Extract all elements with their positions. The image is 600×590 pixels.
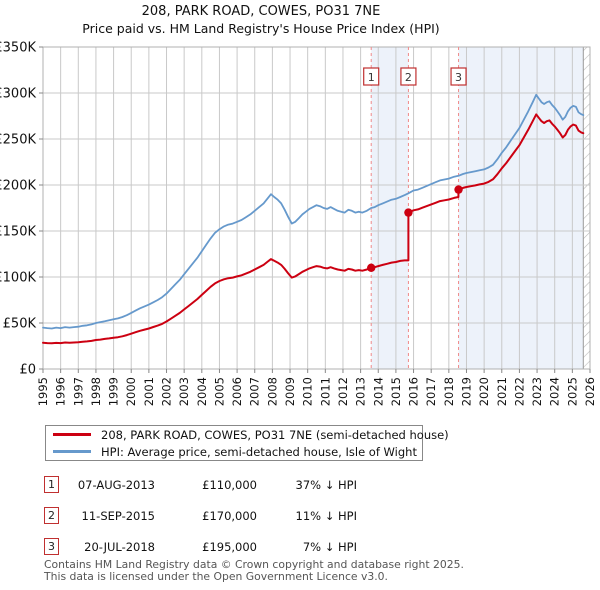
price-history-chart: 1 2 3 £0 £50K £100K £150K £200K £250K £300K £350K 1… [0, 41, 597, 407]
svg-text:3: 3 [455, 71, 462, 84]
svg-text:2012: 2012 [336, 377, 350, 406]
svg-text:£50K: £50K [3, 317, 37, 332]
legend-item-hpi: HPI: Average price, semi-detached house,… [46, 445, 422, 459]
svg-text:£350K: £350K [0, 41, 36, 56]
future-hatch-region [582, 47, 590, 369]
transaction-date: 11-SEP-2015 [81, 508, 155, 523]
transaction-row: 1 07-AUG-2013 £110,000 37% ↓ HPI [44, 476, 357, 493]
page-subtitle: Price paid vs. HM Land Registry's House … [82, 21, 440, 36]
transaction-vs-hpi: 7% ↓ HPI [302, 539, 357, 554]
svg-text:2004: 2004 [195, 377, 209, 406]
transaction-date: 20-JUL-2018 [84, 539, 155, 554]
svg-text:2008: 2008 [265, 377, 279, 406]
svg-text:2000: 2000 [124, 377, 138, 406]
legend-label: 208, PARK ROAD, COWES, PO31 7NE (semi-de… [101, 427, 449, 442]
svg-text:2001: 2001 [142, 377, 156, 406]
svg-text:2017: 2017 [424, 377, 438, 406]
svg-text:2023: 2023 [530, 377, 544, 406]
footer-line: Contains HM Land Registry data © Crown c… [44, 558, 464, 571]
license-footer: Contains HM Land Registry data © Crown c… [44, 559, 464, 582]
svg-text:1995: 1995 [36, 377, 50, 406]
svg-text:2022: 2022 [512, 377, 526, 406]
svg-text:£0: £0 [19, 363, 36, 378]
legend-label: HPI: Average price, semi-detached house,… [101, 444, 417, 459]
sale-markers [367, 185, 463, 272]
svg-text:£300K: £300K [0, 87, 36, 102]
svg-text:2011: 2011 [318, 377, 332, 406]
y-axis-labels: £0 £50K £100K £150K £200K £250K £300K £350K [0, 41, 36, 378]
transaction-vs-hpi: 37% ↓ HPI [295, 477, 357, 492]
hpi-line [42, 93, 585, 330]
property-line-swatch [53, 433, 91, 436]
transaction-price: £195,000 [202, 539, 257, 554]
svg-text:1: 1 [368, 71, 375, 84]
chart-legend: 208, PARK ROAD, COWES, PO31 7NE (semi-de… [45, 425, 449, 461]
footer-line: This data is licensed under the Open Gov… [44, 569, 388, 583]
svg-text:2016: 2016 [407, 377, 421, 406]
svg-text:2003: 2003 [177, 377, 191, 406]
svg-text:2019: 2019 [459, 377, 473, 406]
gridlines [42, 46, 591, 370]
hpi-line-swatch [53, 450, 91, 453]
svg-text:2015: 2015 [389, 377, 403, 406]
transaction-number-badge: 1 [44, 476, 59, 493]
svg-text:1999: 1999 [107, 377, 121, 406]
svg-text:2002: 2002 [160, 377, 174, 406]
svg-text:2013: 2013 [354, 377, 368, 406]
svg-text:1996: 1996 [54, 377, 68, 406]
svg-text:2026: 2026 [583, 377, 597, 406]
svg-text:1997: 1997 [71, 377, 85, 406]
transaction-row: 3 20-JUL-2018 £195,000 7% ↓ HPI [44, 538, 357, 555]
legend-item-property: 208, PARK ROAD, COWES, PO31 7NE (semi-de… [46, 428, 449, 442]
svg-text:£200K: £200K [0, 179, 36, 194]
svg-text:£100K: £100K [0, 271, 36, 286]
property-price-line [42, 113, 585, 345]
transaction-date: 07-AUG-2013 [77, 477, 155, 492]
axis-ticks [39, 46, 591, 373]
x-axis-labels: 1995 1996 1997 1998 1999 2000 2001 2002 2003 2004… [36, 377, 597, 406]
transaction-vs-hpi: 11% ↓ HPI [295, 508, 357, 523]
ownership-bands [371, 47, 584, 369]
transaction-price: £170,000 [202, 508, 257, 523]
svg-text:2024: 2024 [548, 377, 562, 406]
transaction-number-badge: 3 [44, 538, 59, 555]
svg-text:£250K: £250K [0, 133, 36, 148]
svg-text:2025: 2025 [565, 377, 579, 406]
transaction-table: 1 07-AUG-2013 £110,000 37% ↓ HPI 2 11-SE… [44, 476, 357, 569]
page-title: 208, PARK ROAD, COWES, PO31 7NE [141, 4, 381, 19]
svg-text:1998: 1998 [89, 377, 103, 406]
transaction-number-badge: 2 [44, 507, 59, 524]
svg-text:2020: 2020 [477, 377, 491, 406]
svg-text:2021: 2021 [495, 377, 509, 406]
sale-number-boxes: 1 2 3 [363, 67, 467, 86]
svg-text:2018: 2018 [442, 377, 456, 406]
svg-text:£150K: £150K [0, 225, 36, 240]
svg-text:2014: 2014 [371, 377, 385, 406]
svg-text:2005: 2005 [212, 377, 226, 406]
svg-text:2006: 2006 [230, 377, 244, 406]
transaction-row: 2 11-SEP-2015 £170,000 11% ↓ HPI [44, 507, 357, 524]
svg-text:2: 2 [405, 71, 412, 84]
svg-text:2007: 2007 [248, 377, 262, 406]
svg-text:2010: 2010 [301, 377, 315, 406]
transaction-price: £110,000 [202, 477, 257, 492]
svg-text:2009: 2009 [283, 377, 297, 406]
